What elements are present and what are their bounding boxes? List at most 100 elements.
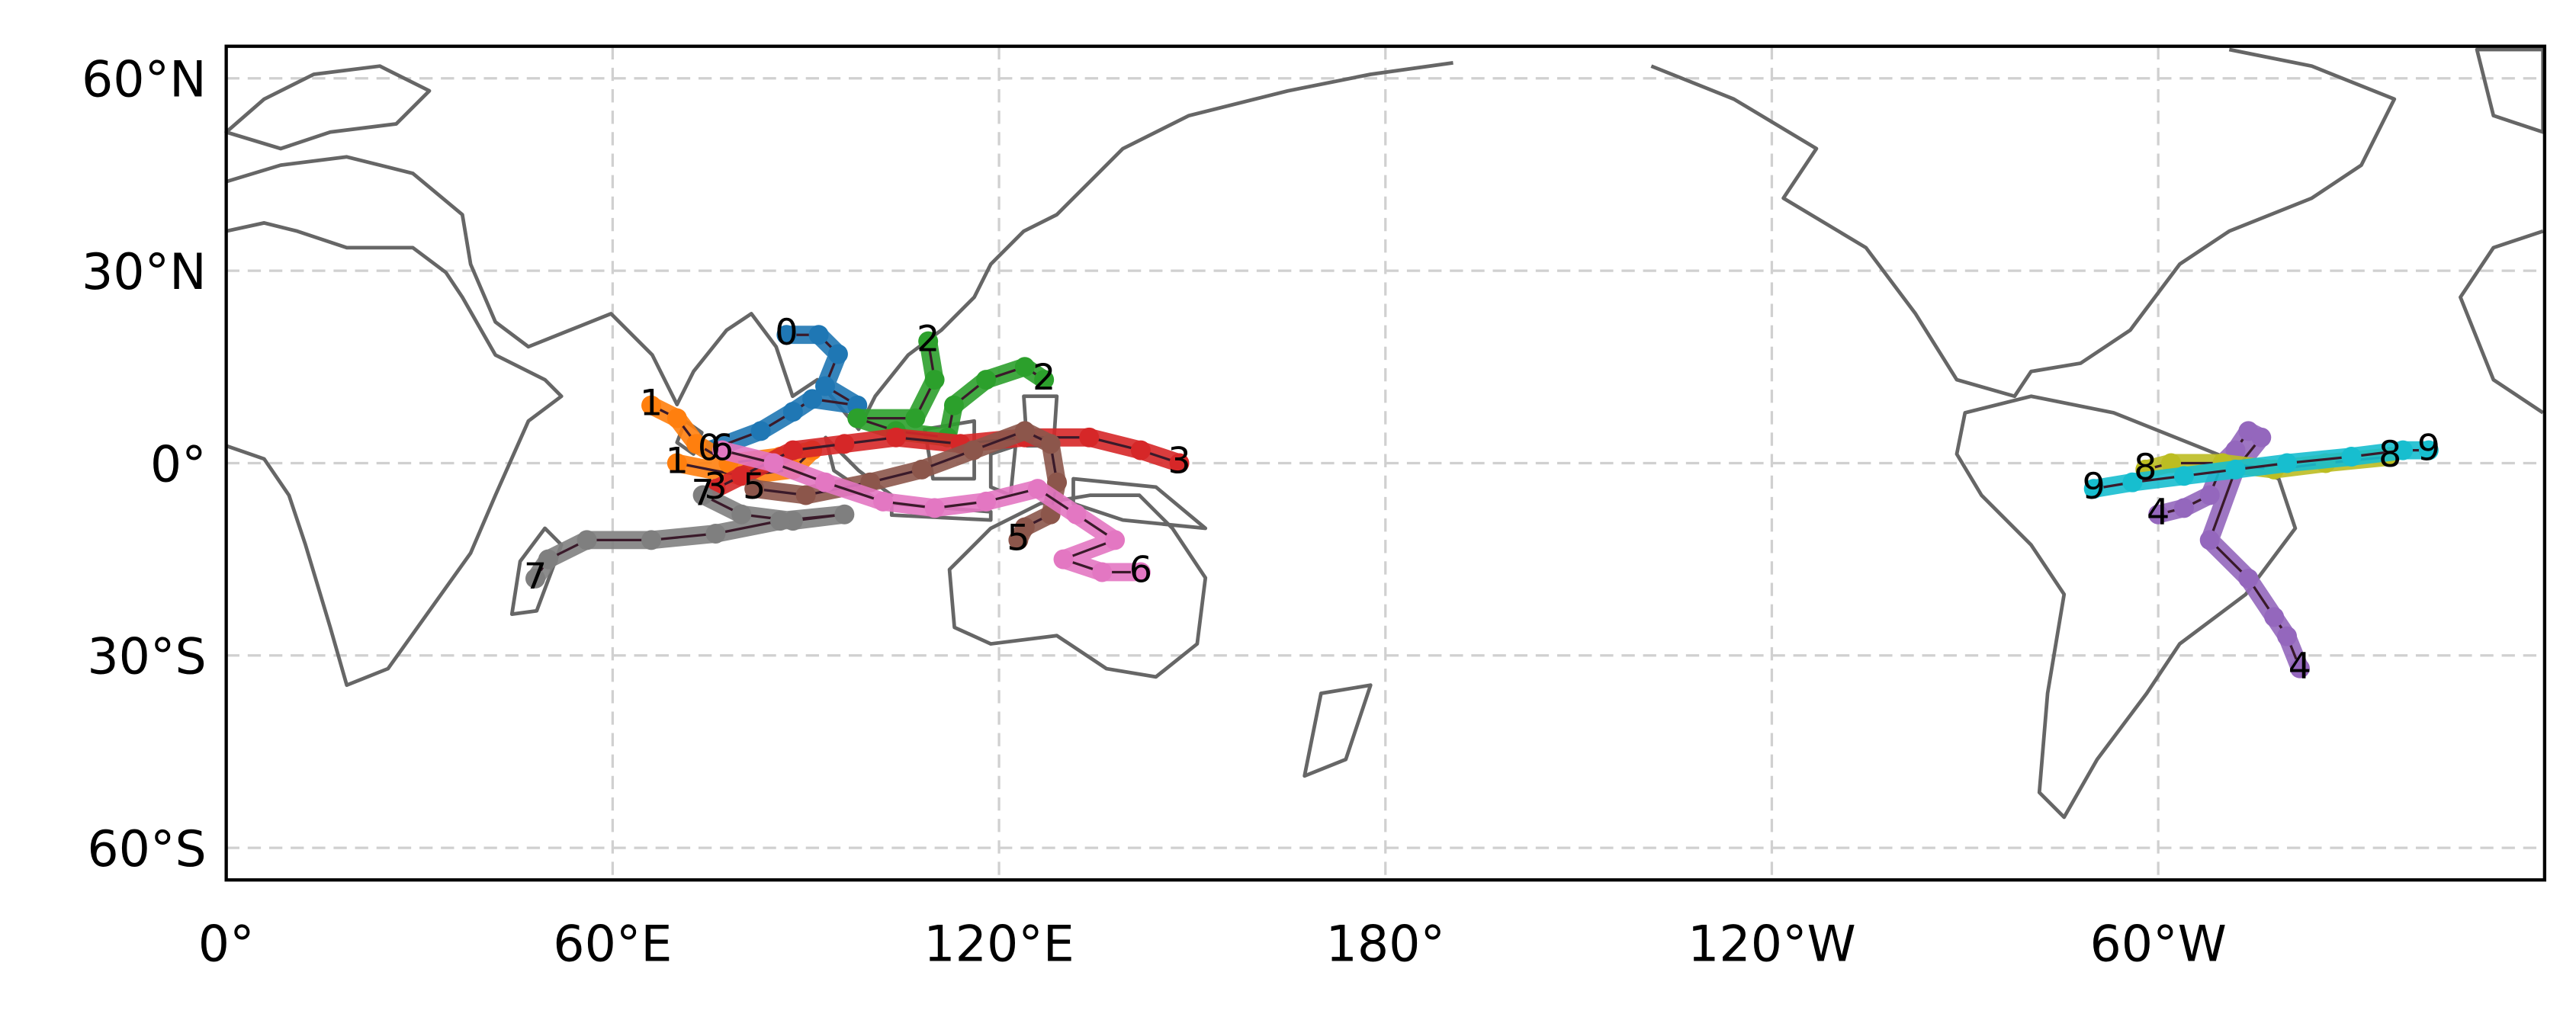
track-core xyxy=(534,494,845,579)
track-point xyxy=(2148,504,2169,525)
y-tick-label: 30°N xyxy=(82,244,207,301)
track-point xyxy=(808,325,829,345)
track-point xyxy=(1008,530,1029,550)
x-tick-label: 120°E xyxy=(923,916,1074,973)
coastline xyxy=(1954,394,2298,820)
track-point xyxy=(905,408,926,428)
track-point xyxy=(577,530,597,550)
track-point xyxy=(815,376,836,396)
x-tick-label: 180° xyxy=(1326,916,1445,973)
track-point xyxy=(641,530,662,550)
track-point xyxy=(2393,440,2414,460)
track-point xyxy=(815,472,836,492)
y-tick-label: 60°S xyxy=(87,821,206,878)
track-label: 5 xyxy=(743,466,766,508)
track-label: 6 xyxy=(1129,549,1152,591)
track-label: 6 xyxy=(711,428,734,470)
coastline xyxy=(509,526,564,616)
y-tick-label: 0° xyxy=(150,436,207,493)
track-point xyxy=(782,402,803,422)
track-point xyxy=(769,511,790,531)
track-point xyxy=(1014,357,1035,377)
track-point xyxy=(976,370,997,390)
track-point xyxy=(795,485,816,505)
track-label: 9 xyxy=(2083,466,2105,508)
track-label: 5 xyxy=(1007,517,1029,559)
track-label: 2 xyxy=(917,319,940,361)
track-point xyxy=(2083,479,2104,499)
track-point xyxy=(1027,479,1048,499)
track-point xyxy=(1066,504,1087,525)
track-point xyxy=(1169,453,1190,473)
track-point xyxy=(2289,658,2310,679)
track-label: 1 xyxy=(640,383,663,425)
track-point xyxy=(776,325,797,345)
track-label: 7 xyxy=(524,556,547,598)
track-label: 3 xyxy=(704,466,727,508)
x-tick-label: 120°W xyxy=(1688,916,1856,973)
frame xyxy=(224,44,2547,882)
track-point xyxy=(711,440,732,460)
track-point xyxy=(666,408,687,428)
track-point xyxy=(943,395,964,415)
track-label: 4 xyxy=(2147,492,2170,534)
track-point xyxy=(731,504,752,525)
track-point xyxy=(976,491,997,512)
track-point xyxy=(2341,447,2362,467)
track-point xyxy=(834,504,855,525)
track-point xyxy=(2264,607,2285,627)
track-point xyxy=(1079,427,1100,448)
track-point xyxy=(2277,626,2298,646)
track-point xyxy=(686,434,707,454)
y-tick-label: 60°N xyxy=(82,52,207,109)
track-point xyxy=(705,523,726,544)
track-label: 4 xyxy=(2289,646,2311,688)
track-point xyxy=(731,466,752,486)
track-point xyxy=(2225,459,2246,480)
track-point xyxy=(641,395,662,415)
track-point xyxy=(873,491,894,512)
track-point xyxy=(2251,427,2272,448)
track-point xyxy=(802,389,823,409)
coastline xyxy=(1650,47,2397,399)
track-point xyxy=(2238,568,2259,589)
track-point xyxy=(847,408,868,428)
track-point xyxy=(2277,453,2298,473)
track-point xyxy=(918,331,939,351)
track-point xyxy=(2173,498,2194,518)
track-point xyxy=(782,440,803,460)
track-point xyxy=(1130,562,1151,582)
track-label: 3 xyxy=(1168,440,1190,482)
track-point xyxy=(963,440,984,460)
track-label: 8 xyxy=(2134,447,2157,489)
track-point xyxy=(692,485,713,505)
coastline xyxy=(2459,47,2545,415)
track-point xyxy=(2122,472,2143,492)
track-label: 0 xyxy=(775,312,798,354)
track-point xyxy=(834,434,855,454)
track-point xyxy=(1040,434,1061,454)
track-point xyxy=(750,421,771,441)
coastline xyxy=(225,60,1453,432)
track-label: 8 xyxy=(2378,434,2401,476)
track-point xyxy=(538,549,558,569)
coastlines xyxy=(224,47,2545,820)
track-point xyxy=(1014,421,1035,441)
track-point xyxy=(1105,530,1126,550)
track-point xyxy=(2199,485,2220,505)
track-point xyxy=(827,344,848,364)
track-point xyxy=(911,459,932,480)
track-point xyxy=(2418,440,2439,460)
track-point xyxy=(1034,370,1055,390)
y-tick-label: 30°S xyxy=(87,629,206,686)
track-label: 1 xyxy=(666,440,689,482)
track-point xyxy=(1092,562,1113,582)
coastline xyxy=(225,221,564,688)
track-label: 7 xyxy=(691,473,714,515)
track-point xyxy=(1053,549,1074,569)
x-tick-label: 0° xyxy=(198,916,255,973)
track-point xyxy=(666,453,687,473)
track-point xyxy=(885,427,906,448)
track-point xyxy=(1047,472,1068,492)
